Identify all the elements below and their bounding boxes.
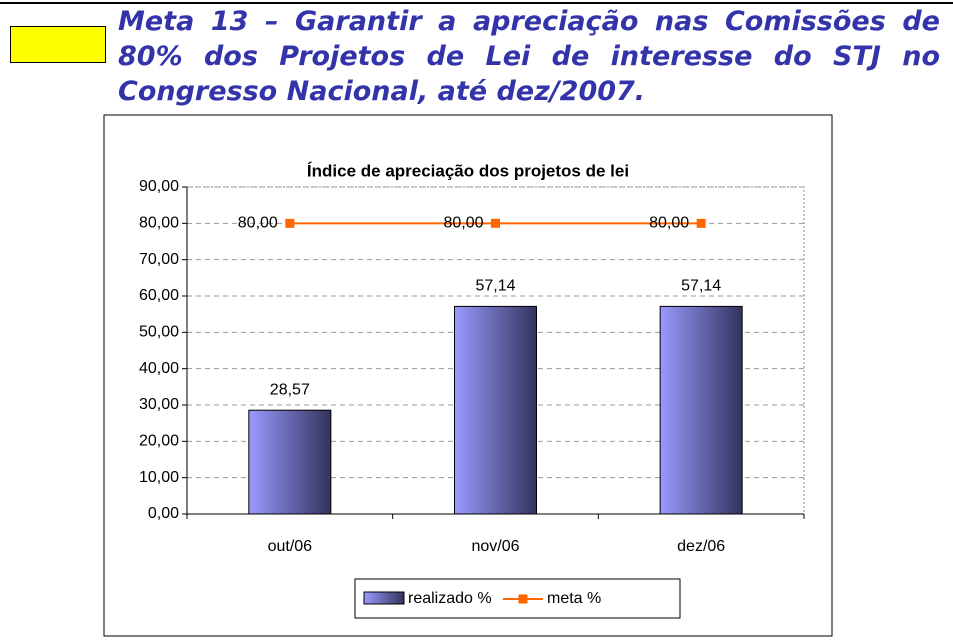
y-tick-label: 40,00 — [139, 360, 179, 377]
y-tick-label: 0,00 — [148, 505, 179, 522]
y-tick-label: 20,00 — [139, 433, 179, 450]
legend-label: meta % — [547, 590, 601, 607]
chart-title: Índice de apreciação dos projetos de lei — [307, 161, 629, 180]
value-label: 80,00 — [649, 215, 689, 232]
rule — [0, 2, 953, 4]
heading-line: Congresso Nacional, até dez/2007. — [118, 76, 646, 107]
yellow-box — [10, 26, 106, 63]
heading-line: 80% dos Projetos de Lei de interesse do … — [118, 41, 940, 72]
x-tick-label: dez/06 — [677, 538, 725, 555]
legend-marker — [518, 594, 528, 604]
value-label: 80,00 — [443, 215, 483, 232]
value-label: 57,14 — [475, 278, 515, 295]
y-tick-label: 10,00 — [139, 469, 179, 486]
y-tick-label: 80,00 — [139, 215, 179, 232]
y-tick-label: 60,00 — [139, 287, 179, 304]
value-label: 57,14 — [681, 278, 721, 295]
legend-label: realizado % — [408, 590, 492, 607]
heading: Meta 13 – Garantir a apreciação nas Comi… — [118, 4, 940, 109]
marker — [696, 218, 706, 228]
legend-swatch — [363, 591, 405, 605]
value-label: 28,57 — [270, 381, 310, 398]
marker — [491, 218, 500, 228]
marker — [285, 218, 295, 228]
bar — [659, 305, 743, 515]
heading-line: Meta 13 – Garantir a apreciação nas Comi… — [118, 6, 940, 37]
bar — [454, 305, 537, 515]
y-tick-label: 70,00 — [139, 251, 179, 268]
x-tick-label: out/06 — [268, 538, 313, 555]
y-tick-label: 30,00 — [139, 396, 179, 413]
x-tick-label: nov/06 — [471, 538, 519, 555]
value-label: 80,00 — [238, 215, 278, 232]
bar — [248, 409, 332, 515]
y-tick-label: 90,00 — [139, 178, 179, 195]
y-tick-label: 50,00 — [139, 324, 179, 341]
